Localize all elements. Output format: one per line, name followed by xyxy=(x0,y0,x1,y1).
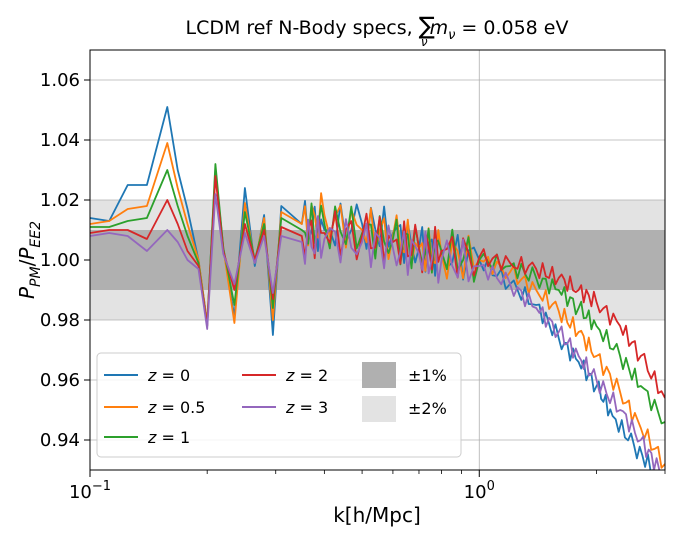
y-tick-label-6: 1.06 xyxy=(40,70,80,91)
y-label-slash: / xyxy=(15,259,39,266)
y-tick-label-0: 0.94 xyxy=(40,430,80,451)
legend-label-band2: ±2% xyxy=(408,399,447,418)
y-label-p1: P xyxy=(15,286,39,299)
title-suffix: = 0.058 eV xyxy=(455,17,568,39)
title-sum-sub: ν xyxy=(421,35,428,49)
y-tick-label-4: 1.02 xyxy=(40,190,80,211)
x-tick-label-1: 100 xyxy=(464,479,495,503)
title-m: m xyxy=(430,17,449,39)
series-line-2 xyxy=(90,163,665,425)
legend-label-z05: z = 0.5 xyxy=(147,398,205,417)
y-label-s1: PM xyxy=(28,266,44,287)
y-tick-label-2: 0.98 xyxy=(40,310,80,331)
legend-label-z0: z = 0 xyxy=(147,366,190,385)
x-axis-label: k[h/Mpc] xyxy=(333,503,421,527)
title-sum: ∑ xyxy=(419,12,435,40)
chart-title: LCDM ref N-Body specs, ∑ νmν = 0.058 eV xyxy=(186,12,569,49)
y-tick-label-1: 0.96 xyxy=(40,370,80,391)
y-axis-label: PPM/PEE2 xyxy=(15,221,44,299)
legend-label-z3: z = 3 xyxy=(285,398,328,417)
legend: z = 0 z = 0.5 z = 1 z = 2 z = 3 ±1% ±2% xyxy=(96,352,462,458)
y-tick-label-3: 1.00 xyxy=(40,250,80,271)
series-line-4 xyxy=(90,193,661,470)
legend-swatch-band1 xyxy=(362,362,396,388)
legend-label-z2: z = 2 xyxy=(285,366,328,385)
y-axis: 0.94 0.96 0.98 1.00 1.02 1.04 1.06 xyxy=(40,70,90,451)
legend-label-band1: ±1% xyxy=(408,366,447,385)
x-tick-label-0: 10−1 xyxy=(69,479,111,503)
legend-swatch-band2 xyxy=(362,396,396,422)
y-label-p2: P xyxy=(15,247,39,260)
y-tick-label-5: 1.04 xyxy=(40,130,80,151)
legend-label-z1: z = 1 xyxy=(147,428,190,447)
series-layer xyxy=(90,106,665,470)
x-axis: 10−1 100 xyxy=(69,470,666,503)
y-label-s2: EE2 xyxy=(28,221,44,248)
title-prefix: LCDM ref N-Body specs, xyxy=(186,17,419,39)
title-m-sub: ν xyxy=(448,28,455,43)
